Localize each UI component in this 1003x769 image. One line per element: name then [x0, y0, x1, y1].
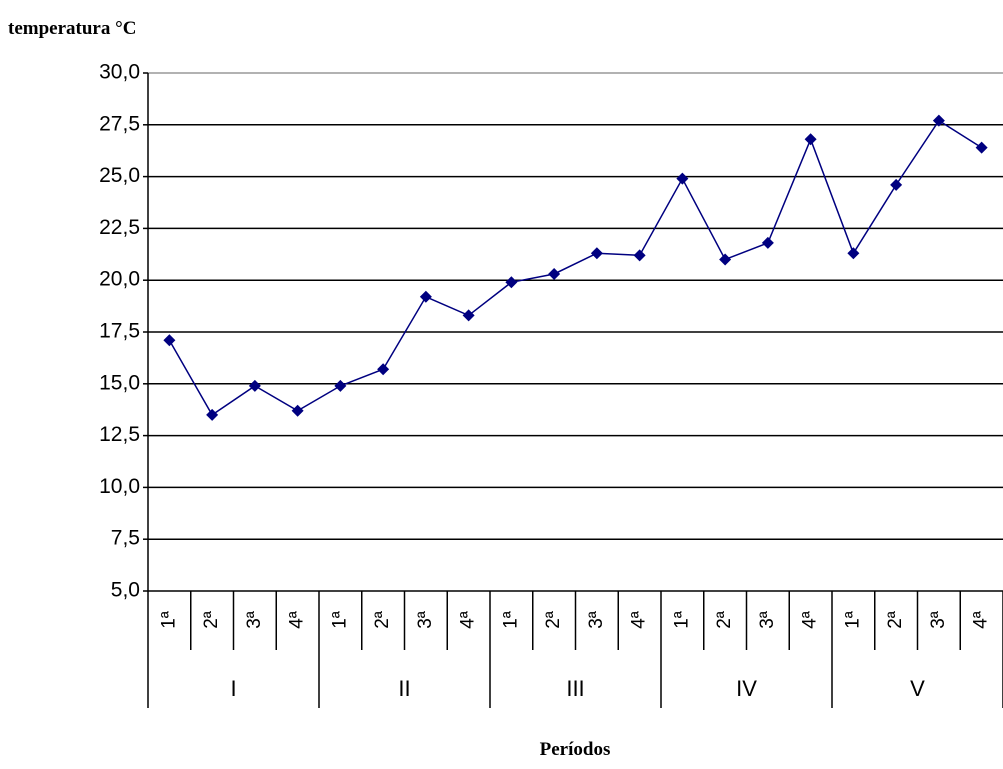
- x-tick-label: 2ª: [543, 610, 564, 629]
- x-tick-label: 3ª: [928, 610, 949, 629]
- chart-title: temperatura °C: [8, 18, 136, 39]
- x-tick-label: 4ª: [287, 610, 308, 629]
- x-tick-label: 1ª: [671, 610, 692, 629]
- x-tick-label: 3ª: [244, 610, 265, 629]
- marker: [804, 133, 817, 146]
- y-tick-label: 27,5: [99, 112, 140, 135]
- marker: [932, 114, 945, 127]
- group-label: IV: [736, 676, 757, 701]
- x-tick-label: 2ª: [372, 610, 393, 629]
- series-line: [168, 119, 983, 416]
- x-tick-label: 4ª: [629, 610, 650, 629]
- x-tick-label: 3ª: [586, 610, 607, 629]
- y-tick-label: 30,0: [99, 61, 140, 84]
- marker: [505, 276, 518, 289]
- marker: [548, 267, 561, 280]
- group-label: III: [566, 676, 584, 701]
- marker: [206, 408, 219, 421]
- marker: [590, 247, 603, 260]
- group-label: V: [910, 676, 925, 701]
- marker: [248, 379, 261, 392]
- x-tick-label: 2ª: [714, 610, 735, 629]
- x-tick-label: 3ª: [757, 610, 778, 629]
- y-tick-label: 5,0: [111, 579, 140, 602]
- x-tick-label: 4ª: [971, 610, 992, 629]
- marker: [633, 249, 646, 262]
- marker: [419, 290, 432, 303]
- marker: [462, 309, 475, 322]
- y-tick-label: 15,0: [99, 371, 140, 394]
- marker: [890, 178, 903, 191]
- marker: [676, 172, 689, 185]
- x-tick-label: 1ª: [158, 610, 179, 629]
- marker: [761, 236, 774, 249]
- y-tick-label: 12,5: [99, 423, 140, 446]
- y-tick-label: 17,5: [99, 320, 140, 343]
- x-tick-label: 1ª: [842, 610, 863, 629]
- y-tick-label: 25,0: [99, 164, 140, 187]
- marker: [163, 334, 176, 347]
- x-tick-label: 4ª: [800, 610, 821, 629]
- y-tick-label: 7,5: [111, 527, 140, 550]
- marker: [377, 363, 390, 376]
- group-label: II: [398, 676, 410, 701]
- marker: [847, 247, 860, 260]
- marker: [291, 404, 304, 417]
- marker: [975, 141, 988, 154]
- marker: [334, 379, 347, 392]
- y-tick-label: 22,5: [99, 216, 140, 239]
- marker: [719, 253, 732, 266]
- x-axis-label: Períodos: [540, 739, 611, 760]
- x-tick-label: 1ª: [500, 610, 521, 629]
- x-tick-label: 2ª: [201, 610, 222, 629]
- group-label: I: [230, 676, 236, 701]
- x-tick-label: 4ª: [458, 610, 479, 629]
- x-tick-label: 3ª: [415, 610, 436, 629]
- x-tick-label: 2ª: [885, 610, 906, 629]
- y-tick-label: 20,0: [99, 268, 140, 291]
- y-tick-label: 10,0: [99, 475, 140, 498]
- x-tick-label: 1ª: [329, 610, 350, 629]
